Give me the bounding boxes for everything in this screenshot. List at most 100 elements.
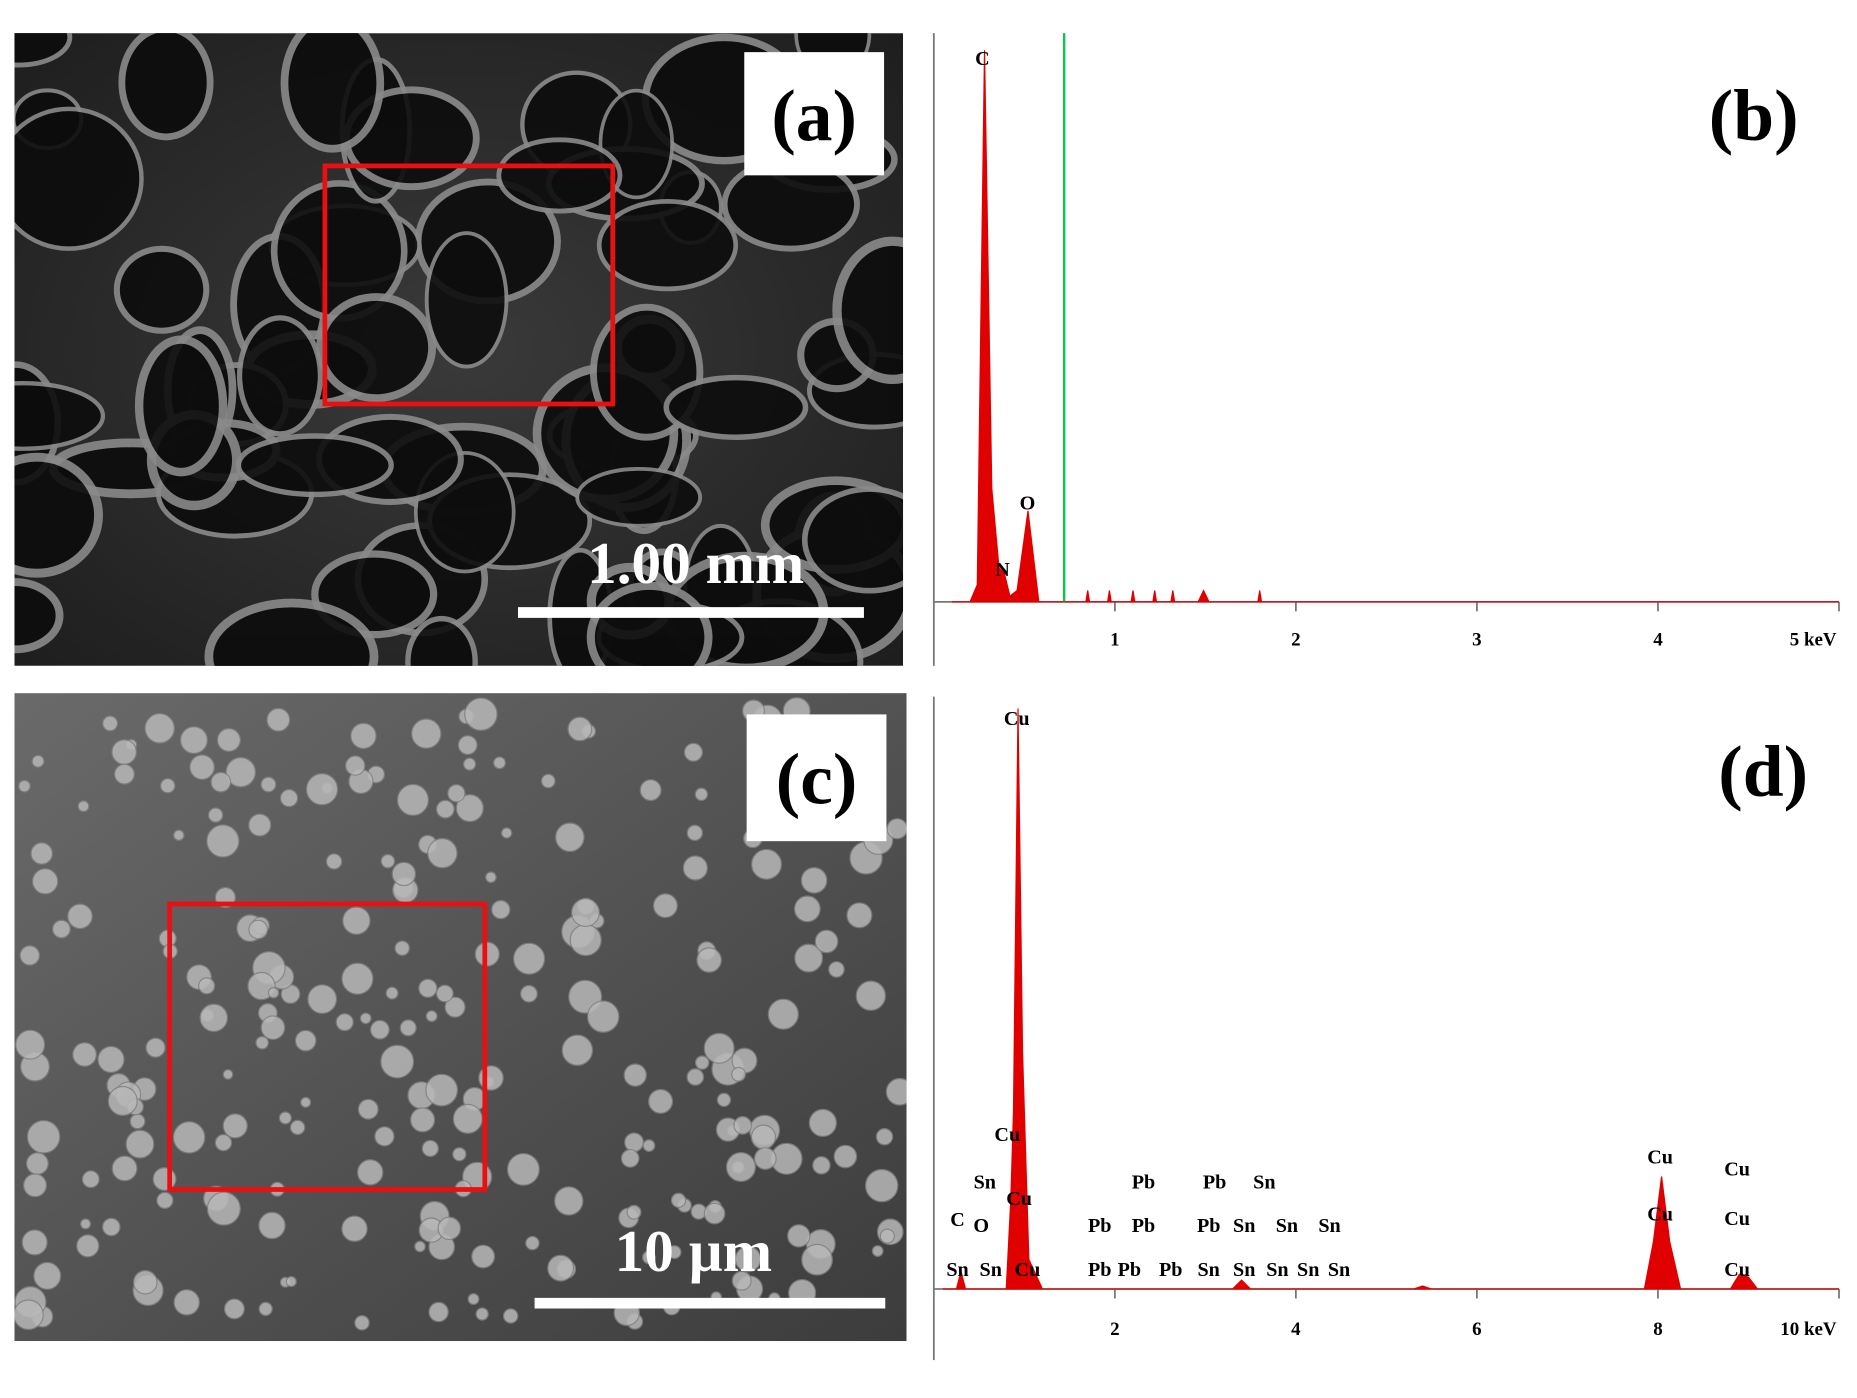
particle — [694, 1055, 710, 1070]
particle — [623, 1063, 647, 1087]
particle — [800, 867, 828, 894]
particle — [787, 1224, 811, 1248]
particle — [385, 986, 399, 1000]
panel-label: (b) — [1709, 75, 1799, 156]
particle — [81, 1170, 100, 1189]
particle — [394, 940, 410, 956]
particle — [753, 1147, 777, 1170]
peak-label: C — [975, 48, 990, 70]
peak-label: Cu — [1724, 1259, 1750, 1281]
particle — [410, 1107, 436, 1133]
particle — [652, 893, 678, 919]
peak-label: Sn — [1318, 1215, 1340, 1237]
particle — [812, 1156, 831, 1175]
particle — [808, 1108, 837, 1138]
particle — [624, 1132, 644, 1153]
particle — [133, 1269, 158, 1295]
particle — [79, 1218, 92, 1230]
particle — [642, 1250, 656, 1265]
peak-label: Pb — [1132, 1215, 1156, 1237]
selection-box — [167, 901, 488, 1192]
pore — [663, 374, 809, 440]
panel-label: (c) — [776, 738, 858, 819]
pore — [14, 106, 144, 251]
particle — [571, 898, 600, 928]
particle — [31, 754, 45, 768]
particle — [846, 902, 873, 929]
particle — [173, 829, 185, 841]
particle — [414, 1240, 426, 1253]
peak-label: Pb — [1118, 1259, 1141, 1281]
particle — [555, 822, 585, 853]
peak-label: Cu — [1647, 1146, 1673, 1168]
panel-label: (a) — [771, 75, 857, 156]
pore — [586, 581, 713, 666]
particle — [626, 1204, 642, 1220]
x-tick-label: 5 keV — [1790, 630, 1837, 651]
particle — [300, 1096, 312, 1108]
particle — [102, 1217, 121, 1237]
particle — [411, 718, 442, 749]
particle — [380, 1044, 415, 1079]
pore — [14, 380, 106, 451]
particle — [266, 707, 291, 732]
particle — [31, 868, 59, 895]
particle — [828, 961, 845, 978]
pore — [280, 33, 385, 153]
particle — [199, 1003, 229, 1033]
x-tick-label: 1 — [1110, 630, 1119, 651]
particle — [18, 779, 31, 793]
particle — [493, 756, 507, 770]
pore — [575, 466, 703, 528]
particle — [214, 1133, 233, 1152]
selection-box — [322, 163, 616, 407]
particle — [447, 784, 466, 803]
particle — [885, 1077, 907, 1106]
pore — [134, 335, 228, 477]
x-tick-label: 2 — [1291, 630, 1300, 651]
peak-label: N — [995, 559, 1010, 581]
particle — [474, 941, 500, 967]
particle — [52, 919, 71, 939]
particle — [172, 1121, 206, 1154]
x-tick-label: 4 — [1291, 1319, 1301, 1340]
peak-label: Cu — [1724, 1158, 1750, 1180]
particle — [399, 1019, 417, 1037]
pore — [832, 236, 904, 385]
x-tick-label: 6 — [1472, 1319, 1481, 1340]
particle — [462, 757, 477, 771]
x-tick-label: 10 keV — [1780, 1319, 1837, 1340]
pore — [801, 486, 904, 594]
particle — [520, 984, 538, 1003]
particle — [452, 1103, 483, 1134]
pore — [204, 598, 379, 666]
pore — [424, 231, 509, 369]
panel-label: (d) — [1718, 731, 1808, 812]
particle — [639, 779, 662, 802]
particle — [359, 1012, 372, 1025]
particle — [345, 755, 366, 776]
peak-label: Cu — [1006, 1188, 1032, 1210]
particle — [425, 1073, 459, 1107]
particle — [500, 827, 513, 839]
particle — [279, 788, 299, 808]
particle — [703, 1032, 735, 1064]
peak-label: Sn — [1276, 1215, 1298, 1237]
particle — [467, 1293, 480, 1306]
particle — [159, 777, 176, 794]
particle — [435, 984, 454, 1003]
particle — [418, 978, 438, 998]
particle — [569, 923, 602, 957]
particle — [26, 1119, 61, 1154]
pore — [14, 578, 64, 654]
particle — [289, 1119, 306, 1136]
particle — [471, 1244, 496, 1269]
particle — [871, 1245, 884, 1257]
particle — [455, 794, 484, 823]
particle — [258, 1301, 273, 1317]
particle — [107, 1085, 138, 1117]
particle — [341, 1215, 368, 1242]
particle — [525, 1235, 540, 1251]
particle — [452, 1147, 467, 1162]
particle — [350, 722, 377, 750]
